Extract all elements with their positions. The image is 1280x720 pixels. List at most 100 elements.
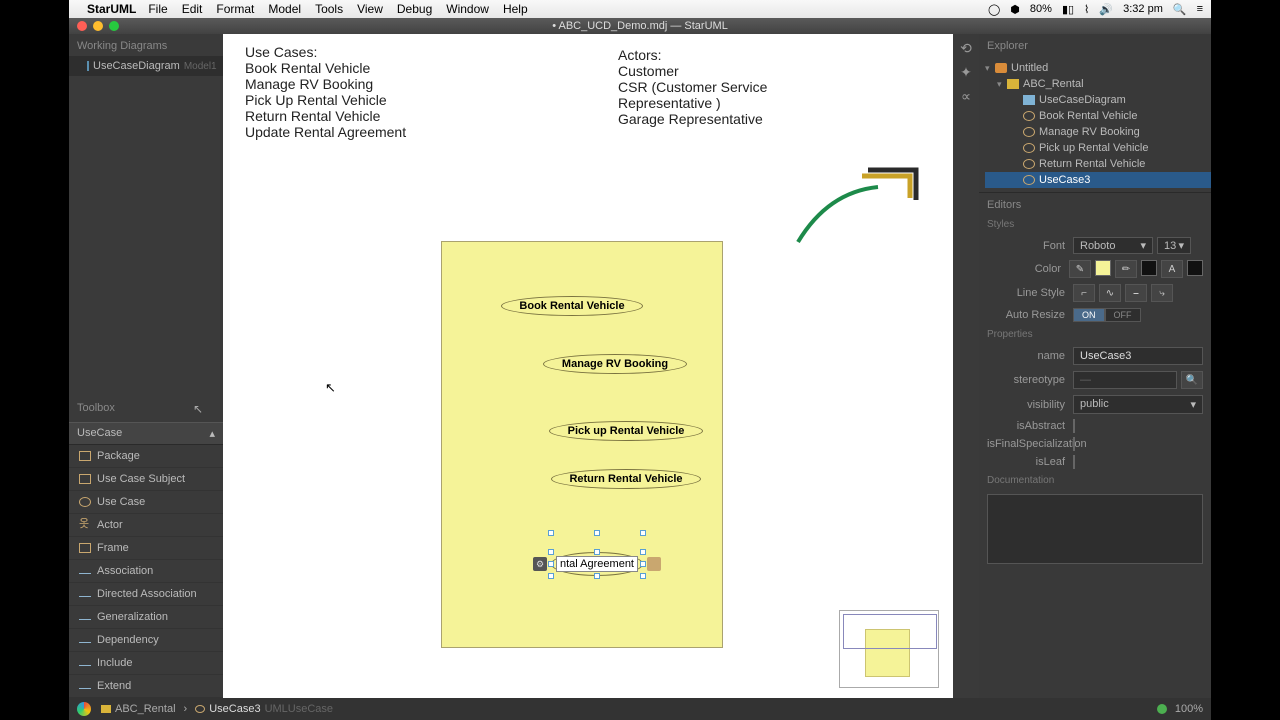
battery-label: 80% [1030, 3, 1052, 15]
window-title: • ABC_UCD_Demo.mdj — StarUML [69, 20, 1211, 32]
prop-final-label: isFinalSpecialization [987, 438, 1065, 450]
tree-uc-selected[interactable]: UseCase3 [1039, 174, 1090, 186]
working-diagram-model: Model1 [184, 61, 217, 72]
tool-include[interactable]: Include [69, 652, 223, 675]
gear-icon[interactable]: ⚙ [533, 557, 547, 571]
target-icon[interactable]: ✦ [958, 64, 974, 80]
tool-subject[interactable]: Use Case Subject [69, 468, 223, 491]
home-icon[interactable]: ⟲ [958, 40, 974, 56]
status-dot-icon [1157, 704, 1167, 714]
usecase-ellipse[interactable]: Manage RV Booking [543, 354, 687, 374]
right-panel: Explorer ▾Untitled ▾ABC_Rental UseCaseDi… [979, 34, 1211, 698]
statusbar: ABC_Rental › UseCase3 UMLUseCase 100% [69, 698, 1211, 720]
menu-help[interactable]: Help [503, 2, 528, 16]
linestyle-3[interactable]: ⎯ [1125, 284, 1147, 302]
line-color[interactable] [1141, 260, 1157, 276]
prop-final-check[interactable] [1073, 437, 1075, 451]
menu-edit[interactable]: Edit [182, 2, 203, 16]
share-icon[interactable]: ∝ [958, 88, 974, 104]
canvas-usecases-text: Use Cases:Book Rental VehicleManage RV B… [245, 44, 406, 141]
diagram-icon [87, 61, 89, 71]
menu-file[interactable]: File [148, 2, 167, 16]
eyedropper-icon[interactable]: ✎ [1069, 260, 1091, 278]
tool-frame[interactable]: Frame [69, 537, 223, 560]
menu-format[interactable]: Format [216, 2, 254, 16]
uc-icon [195, 705, 205, 713]
text-color[interactable] [1187, 260, 1203, 276]
prop-vis-select[interactable]: public▾ [1073, 395, 1203, 414]
tree-root[interactable]: Untitled [1011, 62, 1048, 74]
linestyle-label: Line Style [987, 287, 1065, 299]
tool-dependency[interactable]: Dependency [69, 629, 223, 652]
tool-association[interactable]: Association [69, 560, 223, 583]
menu-tools[interactable]: Tools [315, 2, 343, 16]
tool-generalization[interactable]: Generalization [69, 606, 223, 629]
linestyle-4[interactable]: ⤷ [1151, 284, 1173, 302]
usecase-ellipse[interactable]: Return Rental Vehicle [551, 469, 701, 489]
mac-menubar: StarUML File Edit Format Model Tools Vie… [69, 0, 1211, 18]
zoom-label[interactable]: 100% [1175, 703, 1203, 715]
toolbox-section[interactable]: UseCase▴ [69, 422, 223, 445]
tree-pkg[interactable]: ABC_Rental [1023, 78, 1084, 90]
usecase-edit-input[interactable]: ntal Agreement [556, 556, 638, 572]
app-window: • ABC_UCD_Demo.mdj — StarUML Working Dia… [69, 18, 1211, 720]
menu-debug[interactable]: Debug [397, 2, 432, 16]
autoresize-label: Auto Resize [987, 309, 1065, 321]
tree-uc[interactable]: Return Rental Vehicle [1039, 158, 1145, 170]
usecase-ellipse[interactable]: Pick up Rental Vehicle [549, 421, 703, 441]
linestyle-1[interactable]: ⌐ [1073, 284, 1095, 302]
properties-header: Properties [979, 325, 1211, 344]
menu-model[interactable]: Model [268, 2, 301, 16]
status-uc[interactable]: UseCase3 [209, 703, 260, 715]
tree-uc[interactable]: Manage RV Booking [1039, 126, 1140, 138]
tree-diagram[interactable]: UseCaseDiagram [1039, 94, 1126, 106]
cursor-icon[interactable]: ↖ [193, 402, 209, 418]
search-icon[interactable]: 🔍 [1181, 371, 1203, 389]
menu-icon[interactable]: ≡ [1197, 3, 1203, 15]
link-icon[interactable] [647, 557, 661, 571]
status-pkg[interactable]: ABC_Rental [115, 703, 176, 715]
fontsize-select[interactable]: 13▾ [1157, 237, 1191, 254]
working-diagram-name: UseCaseDiagram [93, 60, 180, 72]
tree-uc[interactable]: Book Rental Vehicle [1039, 110, 1137, 122]
tool-package[interactable]: Package [69, 445, 223, 468]
doc-textarea[interactable] [987, 494, 1203, 564]
app-name[interactable]: StarUML [87, 2, 136, 16]
canvas-area[interactable]: Use Cases:Book Rental VehicleManage RV B… [223, 34, 953, 698]
fill-color[interactable] [1095, 260, 1111, 276]
font-label: Font [987, 240, 1065, 252]
text-icon[interactable]: A [1161, 260, 1183, 278]
tree-uc[interactable]: Pick up Rental Vehicle [1039, 142, 1148, 154]
minimap[interactable] [839, 610, 939, 688]
titlebar: • ABC_UCD_Demo.mdj — StarUML [69, 18, 1211, 34]
autoresize-toggle[interactable]: ONOFF [1073, 308, 1203, 322]
prop-stereo-label: stereotype [987, 374, 1065, 386]
usecase-selected[interactable]: ntal Agreement⚙ [551, 552, 643, 576]
prop-leaf-check[interactable] [1073, 455, 1075, 469]
explorer-tree[interactable]: ▾Untitled ▾ABC_Rental UseCaseDiagram Boo… [979, 56, 1211, 192]
working-diagram-item[interactable]: UseCaseDiagram Model1 [69, 56, 223, 76]
working-diagrams-header: Working Diagrams [69, 34, 223, 56]
prop-abstract-check[interactable] [1073, 419, 1075, 433]
pen-icon[interactable]: ✏ [1115, 260, 1137, 278]
color-label: Color [987, 263, 1061, 275]
status-logo [77, 702, 91, 716]
spotlight-icon[interactable]: 🔍 [1173, 3, 1187, 16]
prop-name-input[interactable]: UseCase3 [1073, 347, 1203, 365]
menu-view[interactable]: View [357, 2, 383, 16]
tool-extend[interactable]: Extend [69, 675, 223, 698]
font-select[interactable]: Roboto▾ [1073, 237, 1153, 254]
linestyle-2[interactable]: ∿ [1099, 284, 1121, 302]
tool-actor[interactable]: 옷Actor [69, 514, 223, 537]
menu-window[interactable]: Window [446, 2, 489, 16]
prop-vis-label: visibility [987, 399, 1065, 411]
tool-directed-association[interactable]: Directed Association [69, 583, 223, 606]
prop-stereo-input[interactable]: — [1073, 371, 1177, 389]
tool-usecase[interactable]: Use Case [69, 491, 223, 514]
volume-icon: 🔊 [1099, 3, 1113, 16]
pkg-icon [101, 705, 111, 713]
wifi-icon: ⌇ [1084, 3, 1089, 16]
battery-icon: ▮▯ [1062, 3, 1074, 16]
usecase-ellipse[interactable]: Book Rental Vehicle [501, 296, 643, 316]
status-icon: ◯ [988, 3, 1000, 16]
